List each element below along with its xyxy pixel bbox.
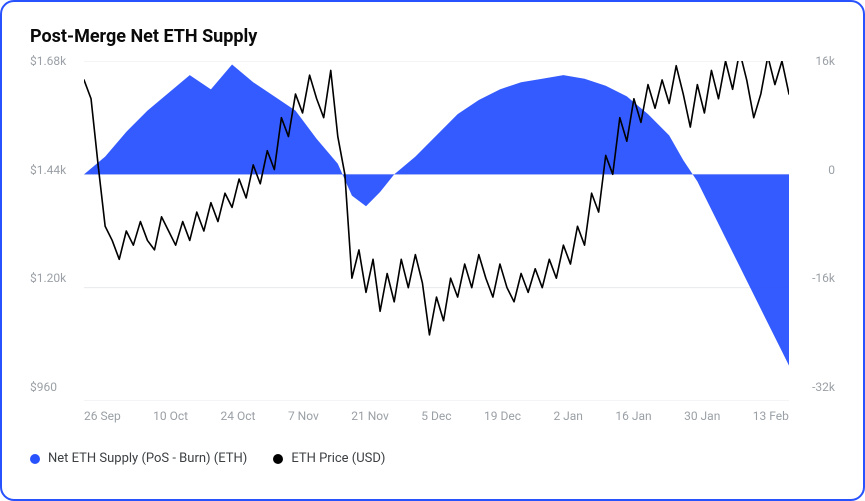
- y-left-tick: $960: [30, 380, 78, 394]
- x-tick: 30 Jan: [684, 409, 720, 423]
- y-right-tick: 0: [795, 163, 835, 177]
- plot-area: $1.68k $1.44k $1.20k $960 16k 0 -16k -32…: [30, 61, 835, 441]
- x-tick: 26 Sep: [84, 409, 121, 423]
- x-tick: 21 Nov: [351, 409, 389, 423]
- y-left-tick: $1.44k: [30, 163, 78, 177]
- legend-item-supply: Net ETH Supply (PoS - Burn) (ETH): [30, 451, 247, 466]
- x-tick: 7 Nov: [288, 409, 319, 423]
- legend: Net ETH Supply (PoS - Burn) (ETH) ETH Pr…: [30, 451, 835, 466]
- y-axis-right: 16k 0 -16k -32k: [795, 61, 835, 401]
- net-supply-area: [84, 65, 789, 366]
- x-tick: 13 Feb: [753, 409, 789, 423]
- x-tick: 2 Jan: [553, 409, 583, 423]
- legend-item-price: ETH Price (USD): [273, 451, 385, 466]
- legend-label-price: ETH Price (USD): [291, 451, 385, 466]
- x-tick: 24 Oct: [221, 409, 256, 423]
- chart-title: Post-Merge Net ETH Supply: [30, 26, 835, 47]
- y-axis-left: $1.68k $1.44k $1.20k $960: [30, 61, 78, 401]
- chart-svg: [84, 61, 789, 401]
- plot-canvas: [84, 61, 789, 401]
- x-tick: 10 Oct: [153, 409, 188, 423]
- chart-card: Post-Merge Net ETH Supply $1.68k $1.44k …: [0, 0, 865, 501]
- y-right-tick: -16k: [795, 271, 835, 285]
- legend-label-supply: Net ETH Supply (PoS - Burn) (ETH): [48, 451, 247, 466]
- legend-swatch-supply: [30, 454, 40, 464]
- y-left-tick: $1.68k: [30, 54, 78, 68]
- y-left-tick: $1.20k: [30, 271, 78, 285]
- x-tick: 16 Jan: [615, 409, 651, 423]
- y-right-tick: -32k: [795, 380, 835, 394]
- x-tick: 19 Dec: [484, 409, 521, 423]
- legend-swatch-price: [273, 454, 283, 464]
- y-right-tick: 16k: [795, 54, 835, 68]
- x-axis: 26 Sep 10 Oct 24 Oct 7 Nov 21 Nov 5 Dec …: [84, 409, 789, 423]
- x-tick: 5 Dec: [421, 409, 451, 423]
